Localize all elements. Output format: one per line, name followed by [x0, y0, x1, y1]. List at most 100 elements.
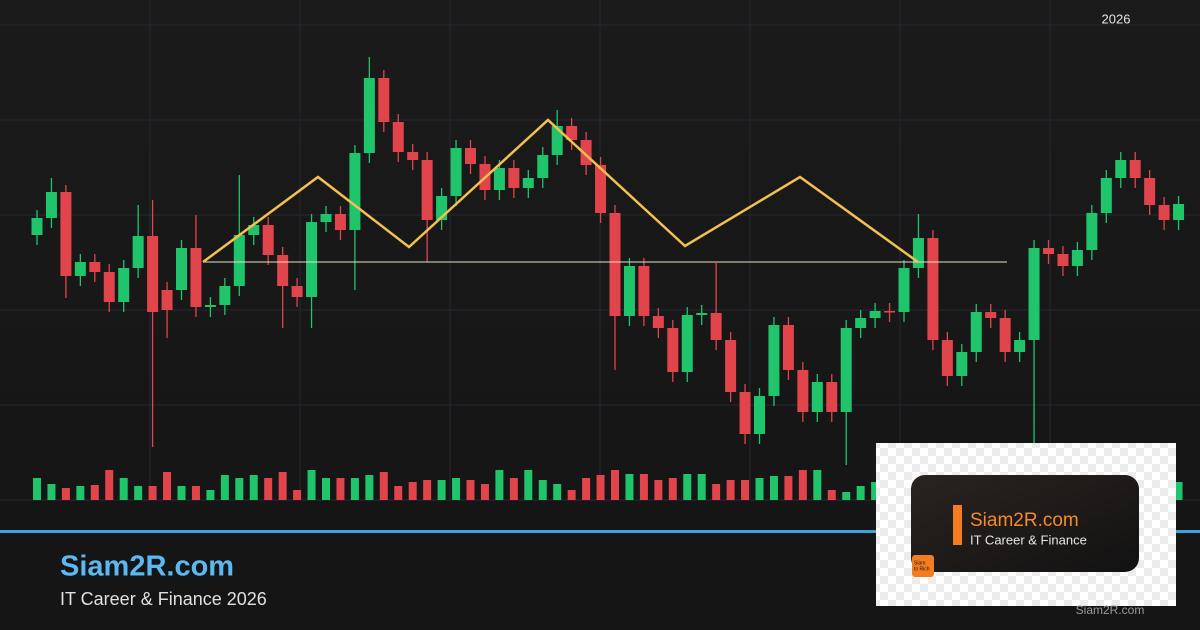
candle-body — [1028, 248, 1040, 340]
volume-bar — [394, 486, 403, 500]
volume-bar — [76, 486, 85, 500]
volume-bar — [466, 480, 475, 500]
candle-body — [1086, 213, 1098, 250]
candle-body — [811, 382, 823, 412]
divider — [0, 530, 1200, 533]
volume-bar — [105, 470, 114, 500]
volume-bar — [726, 480, 735, 500]
candle-body — [349, 153, 361, 230]
volume-bar — [856, 486, 865, 500]
candle-body — [45, 192, 57, 218]
candle-body — [277, 255, 289, 286]
volume-bar — [278, 472, 287, 500]
volume-bar — [322, 478, 330, 500]
volume-bar — [336, 478, 345, 500]
candle-body — [652, 316, 664, 328]
candle-body — [465, 148, 476, 164]
candle-body — [60, 192, 72, 276]
volume-bar — [365, 475, 374, 500]
candle-body — [927, 238, 939, 340]
volume-bar — [235, 478, 244, 500]
candle-body — [493, 168, 505, 190]
volume-bar — [177, 486, 186, 500]
volume-bar — [119, 478, 128, 500]
candle-body — [1014, 340, 1026, 352]
candle-body — [219, 286, 231, 305]
candle-body — [985, 312, 997, 318]
candle-body — [248, 225, 260, 235]
candle-body — [551, 126, 563, 155]
volume-bar — [134, 486, 143, 500]
volume-bar — [567, 490, 576, 500]
candle-body — [176, 248, 187, 290]
volume-bar — [611, 470, 619, 500]
candle-body — [89, 262, 101, 272]
candle-body — [118, 268, 130, 302]
candle-body — [898, 268, 910, 312]
volume-bar — [596, 475, 605, 500]
volume-bar — [480, 484, 489, 500]
volume-bar — [437, 480, 446, 500]
candle-body — [508, 168, 520, 188]
candle-body — [378, 78, 390, 122]
volume-bar — [524, 470, 533, 500]
volume-bar — [871, 482, 880, 500]
candle-body — [754, 396, 765, 434]
volume-bar — [769, 476, 778, 500]
candle-body — [797, 370, 809, 412]
candle-body — [840, 328, 852, 412]
candle-body — [204, 305, 216, 307]
candle-body — [233, 235, 245, 286]
candle-body — [710, 313, 722, 340]
candle-body — [537, 155, 549, 178]
volume-bar — [379, 472, 388, 500]
candle-body — [1173, 204, 1185, 220]
volume-bar — [350, 478, 359, 500]
volume-bar — [798, 470, 807, 500]
logo-box — [911, 475, 1139, 572]
volume-bar — [784, 476, 793, 500]
candle-body — [826, 382, 838, 412]
logo-badge — [912, 555, 934, 577]
candle-body — [421, 160, 433, 220]
volume-bar — [553, 484, 562, 500]
volume-bar — [827, 490, 836, 500]
brand-subtitle: IT Career & Finance 2026 — [60, 589, 267, 609]
year-label: 2026 — [1102, 11, 1131, 26]
candle-body — [334, 214, 346, 230]
candle-body — [595, 165, 607, 213]
volume-bar — [249, 475, 258, 500]
volume-bar — [582, 478, 591, 500]
volume-bar — [191, 486, 200, 500]
candle-body — [190, 248, 202, 307]
volume-bar — [61, 488, 70, 500]
volume-bar — [408, 482, 417, 500]
candle-body — [681, 315, 693, 372]
volume-bar — [509, 478, 518, 500]
volume-bar — [148, 486, 157, 500]
volume-bar — [264, 478, 273, 500]
logo-name: Siam2R.com — [970, 510, 1079, 531]
candle-body — [1071, 250, 1083, 266]
candle-body — [147, 236, 159, 312]
candle-body — [74, 262, 86, 276]
candle-body — [725, 340, 737, 392]
volume-bar — [293, 490, 302, 500]
volume-bar — [495, 470, 504, 500]
volume-bar — [90, 485, 99, 500]
badge-text: Siam — [914, 560, 925, 566]
candle-body — [522, 178, 534, 188]
candle-body — [320, 214, 332, 222]
candle-body — [450, 148, 462, 196]
candle-body — [696, 313, 708, 315]
volume-bar — [697, 474, 706, 500]
candle-body — [941, 340, 953, 376]
badge-text: to Rich — [914, 566, 930, 572]
volume-bar — [33, 478, 41, 500]
volume-bar — [755, 478, 764, 500]
candle-body — [1043, 248, 1054, 254]
volume-bar — [307, 470, 316, 500]
volume-bar — [813, 470, 822, 500]
volume-bar — [683, 474, 692, 500]
